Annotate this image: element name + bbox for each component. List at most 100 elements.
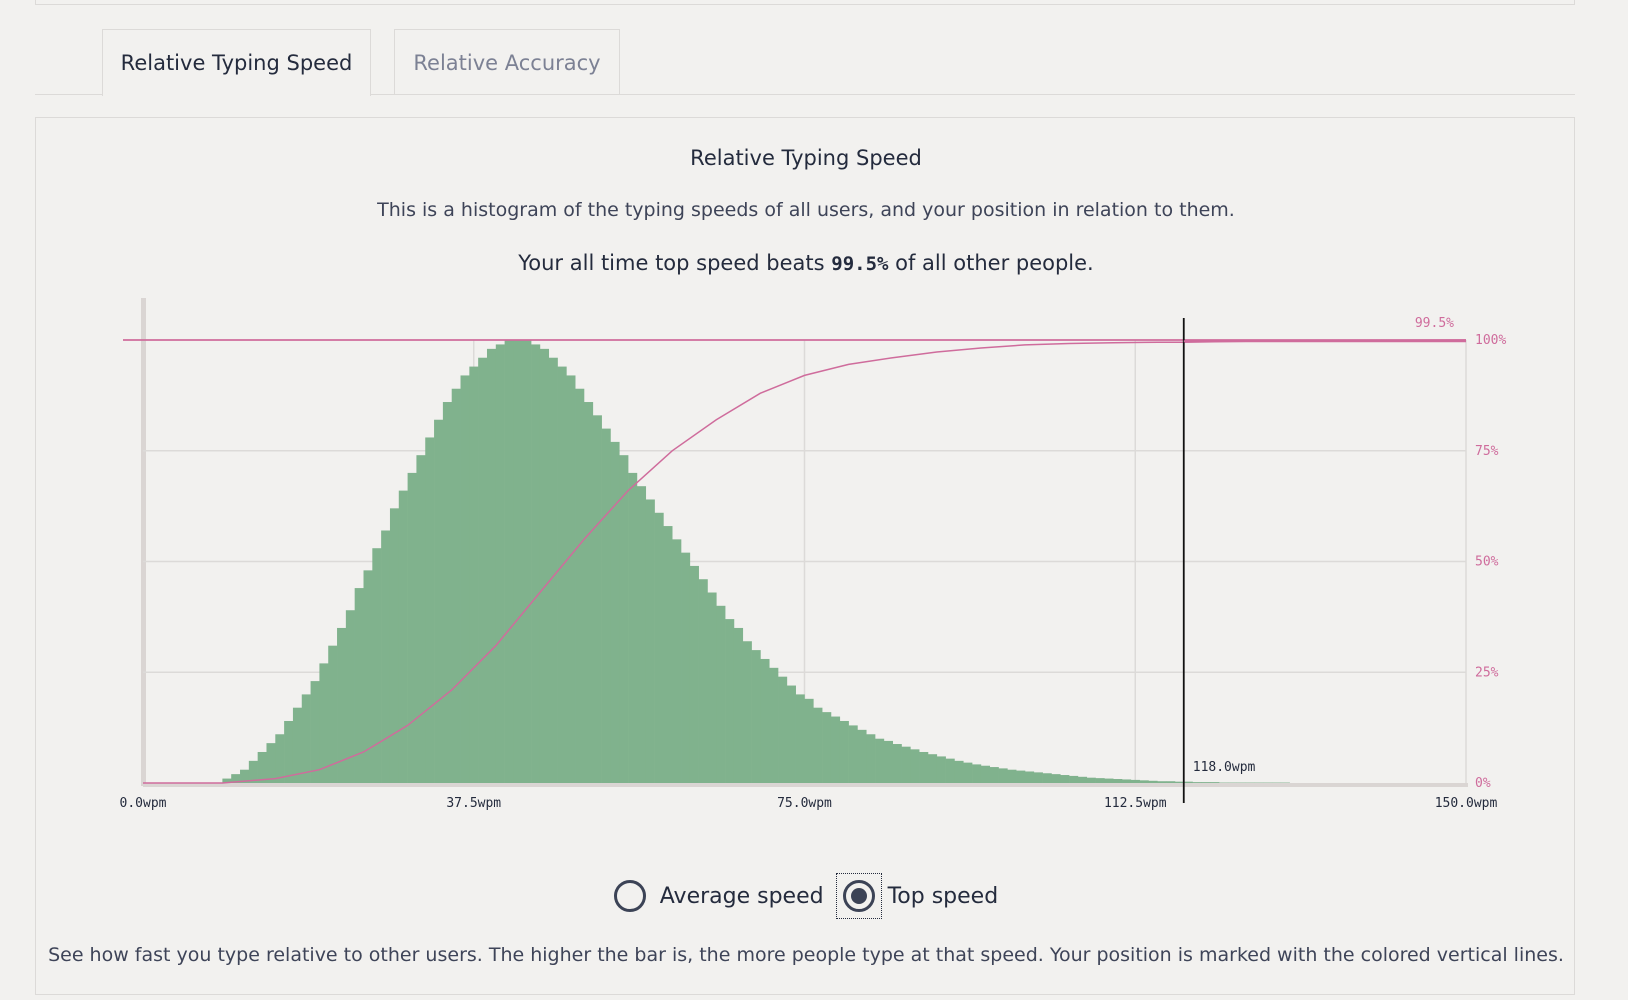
histogram-bar (919, 751, 929, 783)
histogram-bar (963, 762, 973, 783)
histogram-bar (716, 605, 726, 783)
histogram-bar (284, 720, 294, 783)
histogram-bar (875, 738, 885, 783)
histogram-bar (751, 650, 761, 783)
chart-explanation: See how fast you type relative to other … (48, 944, 1564, 966)
histogram-bar (363, 570, 373, 783)
top-speed-label[interactable]: Top speed (887, 883, 999, 909)
histogram-bar (866, 734, 876, 783)
content-panel: Relative Typing Speed This is a histogra… (35, 117, 1575, 995)
histogram-bar (892, 744, 902, 783)
histogram-svg: 118.0wpm 99.5% 0.0wpm 37.5wpm 75.0wpm 112.5wp… (120, 298, 1506, 811)
histogram-bar (848, 725, 858, 783)
histogram-bar (575, 388, 585, 783)
histogram-bar (240, 769, 250, 783)
histogram-bar (469, 366, 479, 783)
histogram-bar (1095, 778, 1105, 783)
histogram-bar (954, 760, 964, 783)
x-tick-label: 112.5wpm (1104, 796, 1167, 811)
histogram-bar (1139, 780, 1149, 783)
panel-description: This is a histogram of the typing speeds… (377, 199, 1235, 221)
y-tick-label: 100% (1475, 333, 1506, 348)
histogram-bar (1174, 781, 1185, 783)
histogram-bar (778, 676, 788, 783)
histogram-bar (910, 749, 920, 783)
histogram-bar (522, 340, 532, 783)
histogram-bar (1086, 777, 1096, 783)
histogram-bar (1104, 778, 1114, 783)
histogram-bar (566, 375, 576, 783)
histogram-bar (610, 441, 620, 783)
y-tick-label: 50% (1475, 555, 1499, 570)
histogram-bar (733, 627, 744, 783)
y-axis-bar (141, 298, 146, 786)
histogram-bar (945, 758, 955, 783)
tab-relative-accuracy[interactable]: Relative Accuracy (394, 29, 620, 95)
speed-summary: Your all time top speed beats 99.5% of a… (36, 251, 1576, 275)
histogram-bar (698, 579, 708, 783)
histogram-bar (795, 694, 805, 783)
y-tick-label: 25% (1475, 665, 1499, 680)
histogram-bar (689, 565, 699, 783)
histogram-bar (531, 344, 541, 783)
histogram-bar (901, 746, 911, 783)
histogram-bar (1051, 774, 1061, 783)
summary-percentile: 99.5% (831, 253, 889, 275)
histogram-bar (645, 499, 655, 783)
histogram-bar (672, 539, 682, 783)
histogram-bar (1192, 782, 1202, 783)
histogram-bar (998, 768, 1008, 783)
histogram-bar (539, 348, 550, 783)
histogram-bar (1025, 771, 1035, 783)
histogram-bar (460, 375, 470, 783)
marker-speed-label: 118.0wpm (1193, 760, 1256, 775)
histogram-bar (548, 357, 558, 783)
histogram-bar (513, 340, 523, 783)
histogram-bar (328, 645, 338, 783)
average-speed-option[interactable]: Average speed (613, 880, 824, 912)
histogram-bar (319, 663, 329, 783)
histogram-bar (442, 402, 452, 783)
histogram-bar (486, 348, 497, 783)
histogram-bar (398, 490, 408, 783)
histogram-bar (425, 437, 435, 783)
histogram-bar (310, 681, 320, 783)
summary-suffix: of all other people. (888, 251, 1094, 275)
histogram-bar (495, 344, 505, 783)
top-speed-radio[interactable] (842, 880, 875, 912)
histogram-bar (1042, 773, 1052, 783)
histogram-bar (1033, 772, 1043, 783)
histogram-bar (478, 357, 488, 783)
average-speed-radio[interactable] (613, 880, 646, 912)
histogram-bar (275, 734, 285, 783)
y-tick-label: 75% (1475, 444, 1499, 459)
histogram-bar (266, 743, 276, 783)
histogram-bar (1122, 779, 1132, 783)
histogram-bar (301, 694, 311, 783)
histogram-bar (337, 627, 347, 783)
histogram-bar (980, 765, 991, 783)
histogram-bar (372, 548, 382, 783)
x-tick-label: 37.5wpm (446, 796, 501, 811)
histogram-bar (628, 472, 638, 783)
histogram-bar (822, 712, 832, 783)
histogram-bar (592, 415, 602, 783)
histogram-bar (927, 754, 938, 783)
histogram-bar (1007, 769, 1017, 783)
cumulative-curve (143, 339, 1467, 784)
histogram-bar (504, 340, 514, 783)
radio-selected-dot (850, 888, 867, 904)
histogram-bar (663, 526, 673, 783)
focus-ring (835, 873, 882, 919)
histogram-bar (557, 366, 567, 783)
histogram-bar (1113, 779, 1123, 783)
histogram-bar (451, 388, 461, 783)
y-tick-label: 0% (1475, 776, 1491, 791)
speed-mode-radio-group: Average speed Top speed (36, 868, 1576, 924)
histogram-bar (1060, 775, 1070, 783)
histogram-bar (972, 764, 982, 783)
tab-relative-typing-speed[interactable]: Relative Typing Speed (102, 29, 371, 96)
average-speed-label[interactable]: Average speed (659, 883, 824, 909)
top-speed-option[interactable]: Top speed (835, 873, 999, 919)
